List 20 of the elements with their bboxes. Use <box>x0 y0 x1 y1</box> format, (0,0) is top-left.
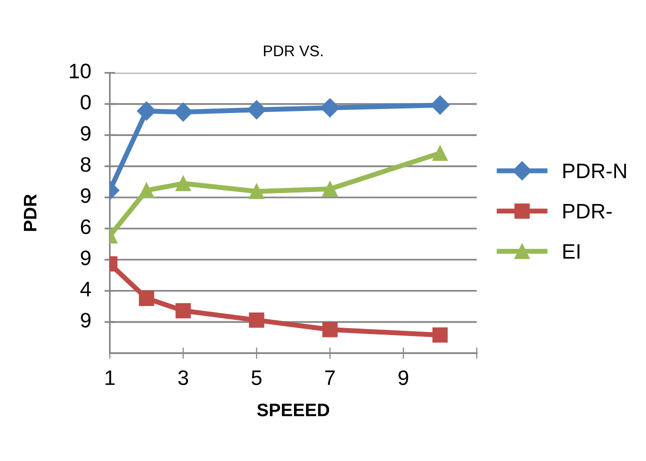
x-tick-label: 9 <box>398 370 408 386</box>
text: 9 <box>80 126 90 141</box>
text: 9 <box>80 188 90 204</box>
x-tick-label: 5 <box>252 370 262 386</box>
x-tick-label: 7 <box>325 370 335 385</box>
x-tick-label: 1 <box>106 370 115 385</box>
chart-title: PDR VS. <box>264 46 322 56</box>
text: 4 <box>80 282 91 296</box>
text: 0 <box>80 94 91 110</box>
text: 9 <box>80 250 90 266</box>
legend-label: PDR- <box>563 204 612 218</box>
legend-label: EI <box>563 244 580 259</box>
x-axis-title: SPEEED <box>257 404 330 416</box>
legend-label: PDR-N <box>563 164 626 178</box>
text: 6 <box>80 219 91 234</box>
text: 8 <box>80 157 91 172</box>
x-tick-label: 3 <box>178 370 188 386</box>
y-axis-title: PDR <box>24 194 36 231</box>
text: 9 <box>80 312 90 328</box>
text: 10 <box>70 64 91 78</box>
